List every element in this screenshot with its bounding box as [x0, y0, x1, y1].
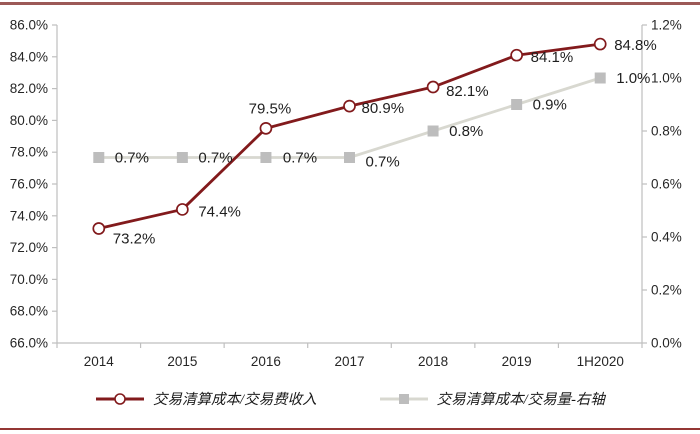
series-0-line [98, 42, 601, 230]
chart-svg: 86.0% 84.0% 82.0% 80.0% 78.0% 76.0% 74.0% 72.0%… [10, 18, 682, 370]
right-axis-tick-label: 1.2% [651, 18, 682, 33]
legend-line-square-marker-icon [379, 393, 428, 404]
legend-label-volume-ratio: 交易清算成本/交易量-右轴 [436, 392, 605, 408]
series-1-marker [427, 125, 439, 137]
x-axis-category-label: 1H2020 [577, 354, 624, 369]
left-axis-tick-label: 74.0% [10, 208, 48, 223]
bottom-divider-rule [0, 428, 700, 430]
series-1-data-label: 0.7% [115, 150, 149, 167]
legend-label-fee-revenue-ratio: 交易清算成本/交易费收入 [153, 392, 317, 408]
series-1-data-label: 0.8% [449, 123, 483, 140]
right-axis-tick-label: 0.0% [651, 336, 682, 351]
series-1-data-label: 0.7% [198, 150, 232, 167]
right-axis-tick-label: 0.2% [651, 283, 682, 298]
right-axis-tick-label: 0.6% [651, 177, 682, 192]
left-axis-tick-label: 66.0% [10, 336, 48, 351]
series-1-data-label: 0.7% [366, 154, 400, 171]
left-axis-tick-label: 86.0% [10, 18, 48, 33]
series-0-marker [593, 37, 607, 51]
x-axis-category-label: 2014 [84, 354, 115, 369]
x-axis-category-label: 2015 [167, 354, 197, 369]
series-1-data-label: 0.9% [533, 97, 567, 114]
series-0-data-label: 80.9% [362, 100, 405, 117]
series-0-data-label: 73.2% [113, 231, 156, 248]
series-1-marker [260, 152, 272, 163]
series-1-data-label: 0.7% [283, 150, 317, 167]
legend-line-circle-marker-icon [96, 392, 145, 405]
left-axis-tick-label: 76.0% [10, 177, 48, 192]
legend-item-fee-revenue-ratio: 交易清算成本/交易费收入 [95, 388, 317, 409]
series-0-data-label: 74.4% [198, 203, 241, 220]
series-0-marker [259, 122, 273, 135]
x-axis-category-label: 2016 [251, 354, 281, 369]
series-0-marker [510, 48, 523, 62]
series-0-marker [426, 80, 440, 94]
right-axis-tick-label: 1.0% [651, 71, 682, 86]
x-axis-category-label: 2018 [418, 354, 448, 369]
left-axis-tick-label: 68.0% [10, 304, 48, 319]
legend-item-volume-ratio: 交易清算成本/交易量-右轴 [379, 388, 605, 409]
series-1-marker [93, 152, 105, 163]
left-axis-tick-label: 72.0% [10, 240, 48, 255]
right-axis-tick-label: 0.4% [651, 230, 682, 245]
series-0-data-label: 79.5% [249, 100, 292, 117]
series-0-data-label: 84.1% [531, 49, 574, 66]
left-axis-tick-label: 82.0% [10, 81, 48, 96]
series-1-line [98, 76, 601, 159]
right-axis-tick-label: 0.8% [651, 124, 682, 139]
series-1-marker [176, 152, 188, 163]
series-0-data-label: 84.8% [614, 37, 657, 54]
series-1-marker [594, 72, 606, 84]
left-axis-tick-label: 84.0% [10, 49, 48, 64]
series-1-data-label: 1.0% [616, 70, 650, 87]
left-axis-tick-label: 78.0% [10, 145, 48, 160]
series-0-marker [176, 203, 189, 216]
x-axis-category-label: 2017 [334, 354, 364, 369]
left-axis-tick-label: 70.0% [10, 272, 48, 287]
series-0-marker [92, 222, 106, 235]
series-0-data-label: 82.1% [446, 83, 489, 100]
series-1-marker [511, 99, 523, 110]
series-0-marker [343, 99, 356, 113]
top-divider-rule [0, 2, 700, 5]
chart-legend: 交易清算成本/交易费收入 交易清算成本/交易量-右轴 [0, 388, 700, 409]
series-1-marker [344, 152, 355, 163]
x-axis-category-label: 2019 [502, 354, 532, 369]
left-axis-tick-label: 80.0% [10, 113, 48, 128]
